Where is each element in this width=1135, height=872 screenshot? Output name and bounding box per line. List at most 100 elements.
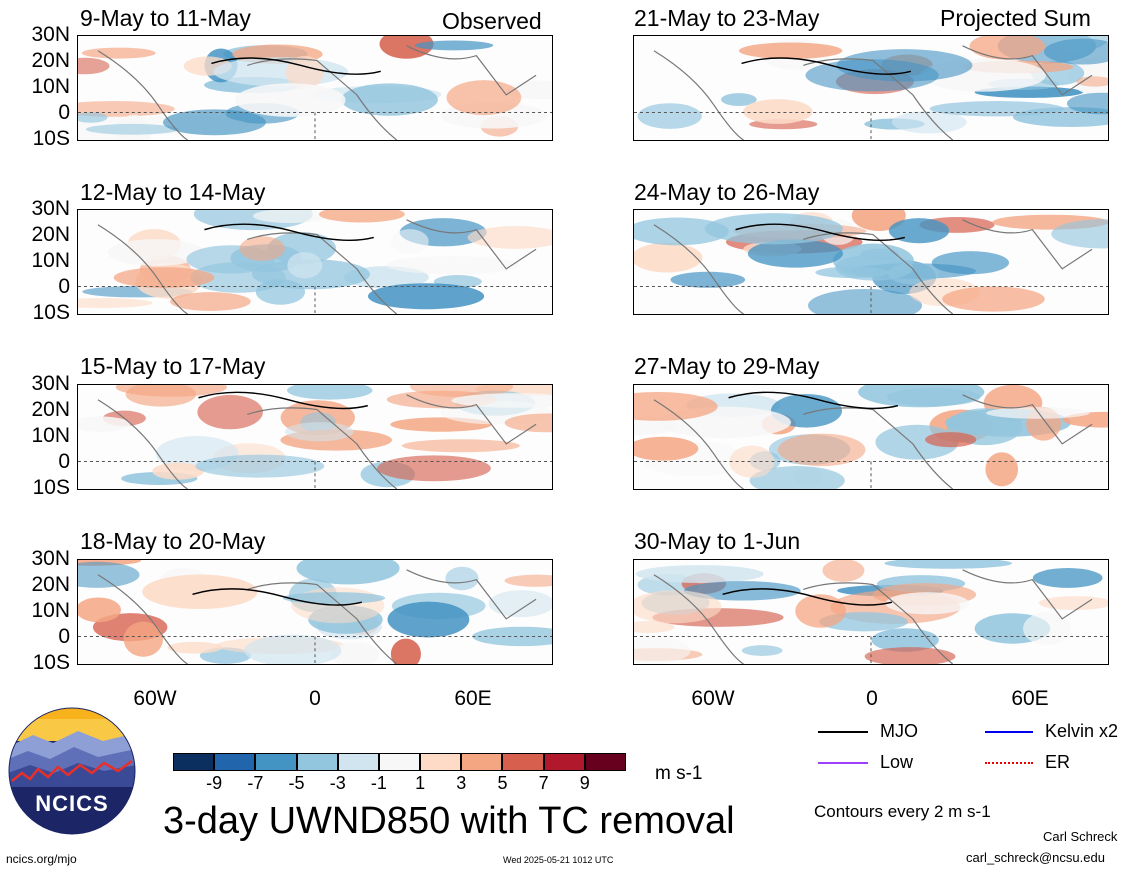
anomaly-shading <box>504 413 552 433</box>
anomaly-shading <box>504 574 552 587</box>
anomaly-shading <box>152 462 204 480</box>
anomaly-shading <box>634 590 722 624</box>
lat-label: 10N <box>31 599 70 622</box>
lat-label: 0 <box>58 625 70 648</box>
anomaly-shading <box>634 242 703 273</box>
anomaly-shading <box>1066 92 1108 115</box>
lat-label: 10N <box>31 249 70 272</box>
lat-label: 20N <box>31 223 70 246</box>
lat-label: 30N <box>31 197 70 220</box>
coastline <box>97 45 537 140</box>
coastline <box>97 219 537 314</box>
lat-label: 10S <box>32 301 70 324</box>
anomaly-shading <box>81 47 156 59</box>
legend-label-mjo: MJO <box>880 721 918 741</box>
anomaly-shading <box>721 93 757 107</box>
anomaly-shading <box>747 239 844 268</box>
anomaly-shading <box>985 452 1019 487</box>
anomaly-shading <box>931 251 1010 275</box>
anomaly-shading <box>234 83 346 117</box>
lat-label: 0 <box>58 450 70 473</box>
colorbar-swatch <box>337 753 379 771</box>
anomaly-shading <box>377 455 491 482</box>
anomaly-shading <box>884 560 1012 569</box>
colorbar-swatch <box>461 753 503 771</box>
map-panel <box>633 384 1109 490</box>
anomaly-shading <box>401 439 520 453</box>
lat-label: 20N <box>31 573 70 596</box>
map-panel <box>77 384 553 490</box>
panel-title: 27-May to 29-May <box>634 353 820 379</box>
legend-line-er <box>985 762 1033 764</box>
colorbar-swatch <box>214 753 256 771</box>
colorbar-tick-label: 5 <box>497 773 508 793</box>
colorbar-tick-label: 9 <box>579 773 590 793</box>
anomaly-shading <box>864 647 956 664</box>
anomaly-shading <box>741 645 783 656</box>
legend-line-low <box>818 762 868 764</box>
anomaly-shading <box>635 565 764 583</box>
colorbar-swatch <box>543 753 585 771</box>
anomaly-shading <box>197 394 263 430</box>
coastline <box>97 569 537 664</box>
anomaly-shading <box>925 432 977 448</box>
colorbar-swatch <box>173 753 215 771</box>
colorbar-tick-label: -9 <box>206 773 223 793</box>
anomaly-shading <box>170 292 251 311</box>
anomaly-shading <box>1043 38 1108 65</box>
anomaly-shading <box>795 594 846 628</box>
lat-label: 10S <box>32 651 70 674</box>
panel-tag: Observed <box>442 8 542 34</box>
map-panel <box>77 559 553 665</box>
anomaly-shading <box>379 36 434 59</box>
anomaly-shading <box>467 226 552 249</box>
anomaly-shading <box>446 80 522 116</box>
lat-label: 10N <box>31 75 70 98</box>
lat-label: 30N <box>31 547 70 570</box>
mjo-contour <box>728 391 899 410</box>
lat-label: 10S <box>32 127 70 150</box>
anomaly-shading <box>634 391 718 421</box>
map-panel <box>77 209 553 315</box>
colorbar-units: m s-1 <box>655 763 703 784</box>
mjo-contour <box>211 57 381 75</box>
colorbar-tick-label: 1 <box>415 773 426 793</box>
anomaly-shading <box>891 111 967 134</box>
anomaly-shading <box>1038 596 1108 611</box>
lon-label: 60W <box>133 687 177 710</box>
anomaly-shading <box>239 236 286 261</box>
anomaly-shading <box>78 561 140 588</box>
anomaly-shading <box>986 407 1090 419</box>
legend-line-mjo <box>818 731 868 733</box>
mjo-contour <box>722 588 893 606</box>
colorbar-tick-label: -7 <box>247 773 264 793</box>
anomaly-shading <box>743 99 813 124</box>
legend-label-er: ER <box>1045 752 1071 772</box>
anomaly-shading <box>125 385 197 407</box>
colorbar-swatch <box>584 753 626 771</box>
lat-label: 10N <box>31 424 70 447</box>
anomaly-shading <box>634 217 729 246</box>
anomaly-shading <box>445 566 479 591</box>
anomaly-shading <box>634 436 699 461</box>
anomaly-shading <box>969 36 1046 60</box>
mjo-contour <box>741 57 912 75</box>
anomaly-shading <box>390 229 429 254</box>
map-panel <box>77 35 553 141</box>
anomaly-shading <box>78 298 153 308</box>
anomaly-shading <box>387 601 470 638</box>
colorbar-swatch <box>255 753 297 771</box>
map-panel <box>633 35 1109 141</box>
legend-line-kelvin <box>985 731 1033 733</box>
anomaly-shading <box>822 560 865 582</box>
anomaly-shading <box>167 641 222 654</box>
anomaly-shading <box>836 49 973 82</box>
anomaly-shading <box>1076 76 1108 87</box>
footer-timestamp: Wed 2025-05-21 1012 UTC <box>503 855 614 865</box>
panel-title: 15-May to 17-May <box>80 353 266 379</box>
anomaly-shading <box>749 466 845 489</box>
lat-label: 20N <box>31 398 70 421</box>
colorbar-swatch <box>378 753 421 771</box>
anomaly-shading <box>637 103 702 129</box>
colorbar-tick-label: -3 <box>329 773 346 793</box>
